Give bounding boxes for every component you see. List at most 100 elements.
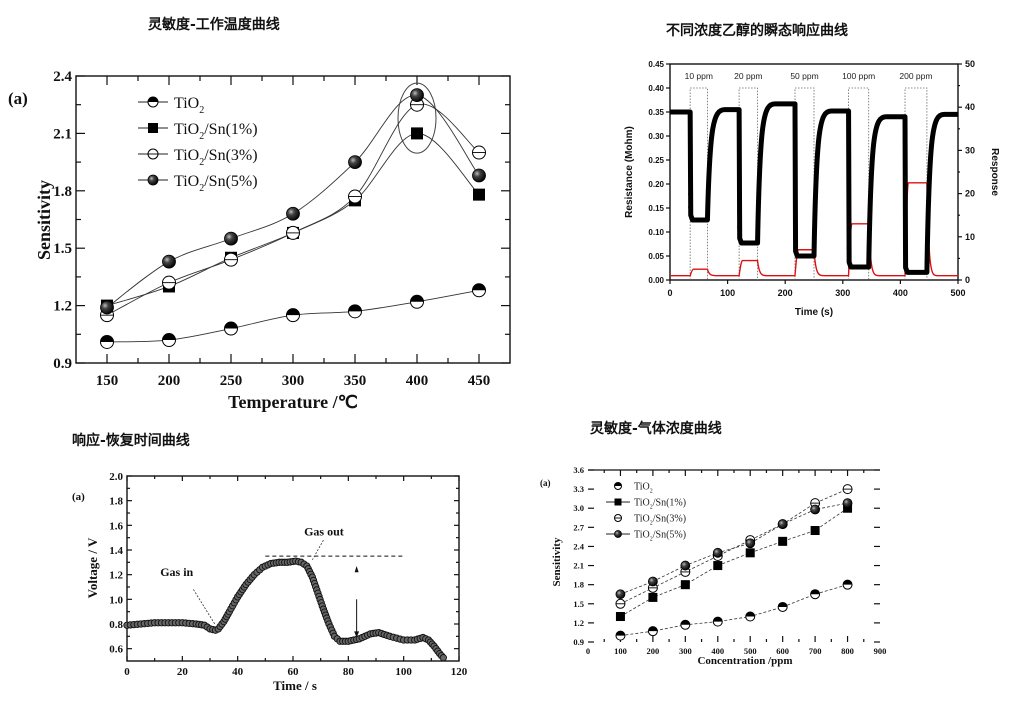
resistance-point <box>792 149 797 154</box>
data-point <box>615 589 626 600</box>
legend-marker <box>147 96 159 108</box>
data-point <box>100 300 114 315</box>
series-line-1 <box>620 507 848 617</box>
title-transient-response: 不同浓度乙醇的瞬态响应曲线 <box>666 23 848 39</box>
resistance-point <box>792 167 797 171</box>
y-tick-label: 0.45 <box>648 60 664 69</box>
data-point <box>680 560 691 571</box>
resistance-point <box>737 193 742 198</box>
x-axis-label: Temperature /℃ <box>228 392 358 412</box>
data-point <box>680 619 691 630</box>
data-point <box>410 294 424 309</box>
gas-in-pointer <box>193 589 216 626</box>
marker-fill <box>148 97 158 102</box>
resistance-point <box>846 189 851 194</box>
data-point <box>842 579 853 590</box>
marker-fill <box>745 612 755 617</box>
annotation-layer <box>397 82 437 154</box>
legend-text-main: TiO <box>174 173 199 190</box>
data-point <box>778 536 788 546</box>
marker-square <box>745 548 755 558</box>
marker-sphere <box>842 498 853 509</box>
marker-fill <box>472 283 486 291</box>
highlight-ellipse <box>397 82 437 154</box>
y-tick-label: 2.4 <box>573 541 584 551</box>
x-tick-label: 400 <box>893 288 908 298</box>
x-axis-label: Time / s <box>273 678 317 693</box>
x-tick-label: 250 <box>220 373 243 389</box>
legend-label: TiO2/Sn(1%) <box>634 498 686 511</box>
legend-text-main: TiO <box>634 498 650 509</box>
marker-square <box>810 526 820 536</box>
resistance-point <box>737 225 742 230</box>
resistance-point <box>903 173 908 178</box>
data-point <box>473 188 485 201</box>
marker-sphere <box>615 589 626 600</box>
data-point <box>472 283 486 298</box>
data-point <box>224 231 238 246</box>
marker-sphere <box>286 206 300 221</box>
marker-square <box>648 592 658 602</box>
data-point <box>162 275 176 290</box>
gas-out-pointer <box>312 539 324 561</box>
data-point <box>162 254 176 269</box>
data-point <box>224 321 238 336</box>
legend-item: TiO2 <box>614 482 653 495</box>
resistance-point <box>737 146 742 151</box>
y-tick-label: 1.4 <box>109 545 123 557</box>
resistance-point <box>688 205 693 210</box>
data-point <box>348 155 362 170</box>
data-point <box>100 334 114 349</box>
marker-sphere <box>224 231 238 246</box>
x-tick-label: 60 <box>288 666 300 678</box>
resistance-point <box>792 132 797 137</box>
marker-fill <box>162 333 176 341</box>
marker-fill <box>810 589 820 595</box>
legend-text-sub: 2 <box>650 489 653 495</box>
resistance-curve <box>670 101 958 275</box>
data-point <box>713 561 723 571</box>
marker-sphere <box>712 547 723 558</box>
y2-tick-label: 10 <box>965 232 975 242</box>
y-axis-label: Sensitivity <box>34 180 54 260</box>
data-point <box>842 484 853 495</box>
y-tick-label: 2.4 <box>53 69 72 85</box>
axis-ticks: 0 20 40 60 80 100 120 0.6 0.8 1.0 1.2 1.4 1.6 1.8 2.0 <box>109 471 468 678</box>
y-tick-label: 1.2 <box>109 570 123 582</box>
data-point <box>615 598 626 609</box>
axis-ticks: 0 100 200 300 400 5000.000.050.100.150.200.25… <box>648 59 975 298</box>
resistance-point <box>737 162 742 167</box>
y-tick-label: 0.35 <box>648 108 664 117</box>
marker-fill <box>648 626 658 632</box>
legend-text-sub: 2 <box>650 505 653 511</box>
marker-sphere <box>410 88 424 103</box>
data-point <box>810 526 820 536</box>
legend-text-tail: /Sn(3%) <box>653 514 686 525</box>
resistance-point <box>792 201 797 206</box>
legend-text-sub: 2 <box>650 537 653 543</box>
resistance-point <box>792 219 797 224</box>
y-tick-label: 1.0 <box>109 594 123 606</box>
y-tick-label: 1.5 <box>53 241 72 257</box>
resistance-point <box>846 227 851 232</box>
data-point <box>777 519 788 530</box>
legend-text-main: TiO <box>174 147 199 164</box>
resistance-point <box>846 246 851 251</box>
title-response-recovery: 响应-恢复时间曲线 <box>72 433 190 449</box>
legend-marker <box>614 498 622 506</box>
y-tick-label: 1.2 <box>573 618 584 628</box>
resistance-layer <box>670 101 958 275</box>
legend-text-main: TiO <box>634 530 650 541</box>
x-tick-label: 300 <box>282 373 305 389</box>
pulse-label: 200 ppm <box>899 71 932 81</box>
data-point <box>745 538 756 549</box>
legend-text-sub: 2 <box>199 131 204 142</box>
legend-item: TiO2/Sn(5%) <box>138 173 258 194</box>
y-axis-label-right: Response <box>989 148 1000 196</box>
y-tick-label: 2.1 <box>573 561 584 571</box>
data-point <box>286 206 300 221</box>
panel-label: (a) <box>540 478 551 488</box>
marker-square <box>473 188 485 201</box>
